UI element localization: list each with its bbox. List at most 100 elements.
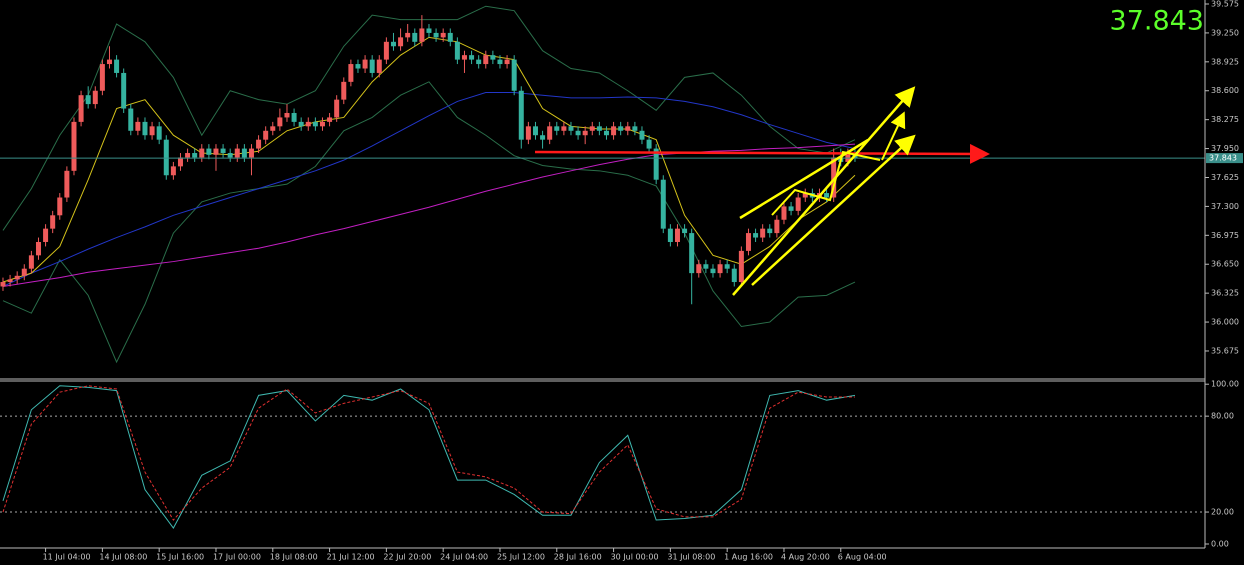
candle-body <box>355 64 361 69</box>
candle-body <box>85 95 91 105</box>
candle-body <box>14 275 20 280</box>
candle-body <box>78 95 84 122</box>
candle-body <box>504 59 510 65</box>
x-tick-label: 17 Jul 00:00 <box>213 553 261 562</box>
candle-body <box>206 148 212 155</box>
candle-body <box>596 126 602 131</box>
candle-body <box>284 112 290 118</box>
candle-body <box>618 126 624 131</box>
candle-body <box>405 32 411 38</box>
candle-body <box>57 197 63 216</box>
candle-body <box>767 228 773 234</box>
candle-body <box>50 215 56 229</box>
candle-body <box>774 219 780 234</box>
path-arrows <box>771 150 881 216</box>
indicator-line <box>2 36 856 283</box>
candle-body <box>412 32 418 42</box>
candle-body <box>646 139 652 149</box>
x-tick-label: 6 Aug 04:00 <box>838 553 887 562</box>
x-tick-label: 11 Jul 04:00 <box>43 553 91 562</box>
candle-body <box>135 121 141 131</box>
candle-body <box>795 197 801 211</box>
candle-body <box>362 59 368 69</box>
candle-body <box>689 233 695 274</box>
channel-upper <box>739 138 869 220</box>
x-tick-label: 25 Jul 12:00 <box>497 553 545 562</box>
candle-body <box>156 126 162 140</box>
candle-body <box>163 139 169 176</box>
candle-body <box>28 255 34 269</box>
candle-body <box>653 148 659 180</box>
candle-body <box>185 153 191 158</box>
y-tick-label: 37.300 <box>1211 202 1239 211</box>
candle-body <box>426 28 432 33</box>
path-arrow-up <box>881 111 906 161</box>
channel-lower <box>751 134 916 286</box>
y-tick-label: 80.00 <box>1211 412 1234 421</box>
indicator-line <box>2 385 856 529</box>
y-tick-label: 39.250 <box>1211 28 1239 37</box>
candle-body <box>398 37 404 47</box>
x-tick-label: 24 Jul 04:00 <box>440 553 488 562</box>
candle-body <box>0 282 6 287</box>
candle-body <box>348 64 354 82</box>
indicator-line <box>2 92 856 287</box>
candle-body <box>561 126 567 131</box>
indicator-line <box>2 143 856 287</box>
x-tick-label: 21 Jul 12:00 <box>327 553 375 562</box>
candle-body <box>35 241 41 256</box>
candle-body <box>753 233 759 238</box>
candle-body <box>21 268 27 276</box>
x-tick-label: 30 Jul 00:00 <box>611 553 659 562</box>
candle-body <box>177 157 183 167</box>
candle-body <box>383 41 389 60</box>
candle-body <box>128 108 134 131</box>
candle-body <box>639 130 645 140</box>
candle-body <box>511 59 517 91</box>
candle-body <box>43 228 49 242</box>
candle-body <box>724 264 730 269</box>
candle-body <box>234 148 240 158</box>
candle-body <box>632 126 638 131</box>
y-tick-label: 35.675 <box>1211 346 1239 355</box>
y-tick-label: 36.650 <box>1211 260 1239 269</box>
candle-body <box>660 179 666 229</box>
candle-body <box>149 126 155 136</box>
candle-body <box>142 121 148 136</box>
candle-body <box>114 59 120 73</box>
candle-body <box>248 148 254 158</box>
candle-body <box>213 148 219 155</box>
x-tick-label: 31 Jul 08:00 <box>667 553 715 562</box>
candle-body <box>696 264 702 274</box>
candle-body <box>71 121 77 171</box>
indicator-line <box>2 81 856 364</box>
candle-body <box>745 233 751 251</box>
candle-body <box>390 41 396 47</box>
candle-body <box>845 153 851 162</box>
x-tick-label: 1 Aug 16:00 <box>724 553 773 562</box>
candle-body <box>419 28 425 42</box>
y-tick-label: 100.00 <box>1211 380 1239 389</box>
candle-body <box>525 126 531 140</box>
x-tick-label: 18 Jul 08:00 <box>270 553 318 562</box>
candle-body <box>270 126 276 131</box>
candle-body <box>298 121 304 127</box>
x-tick-label: 4 Aug 20:00 <box>781 553 830 562</box>
candle-body <box>589 126 595 131</box>
candle-body <box>277 117 283 127</box>
candle-body <box>540 135 546 140</box>
candle-body <box>447 32 453 42</box>
candle-body <box>64 170 70 198</box>
indicator-line <box>2 5 856 231</box>
y-tick-label: 38.275 <box>1211 115 1239 124</box>
candle-body <box>334 99 340 118</box>
resistance-arrow <box>534 143 990 164</box>
candle-body <box>547 126 553 140</box>
candle-body <box>518 90 524 140</box>
candle-body <box>575 130 581 136</box>
candle-body <box>603 130 609 136</box>
candle-body <box>92 90 98 105</box>
candle-body <box>667 228 673 242</box>
x-tick-label: 15 Jul 16:00 <box>156 553 204 562</box>
